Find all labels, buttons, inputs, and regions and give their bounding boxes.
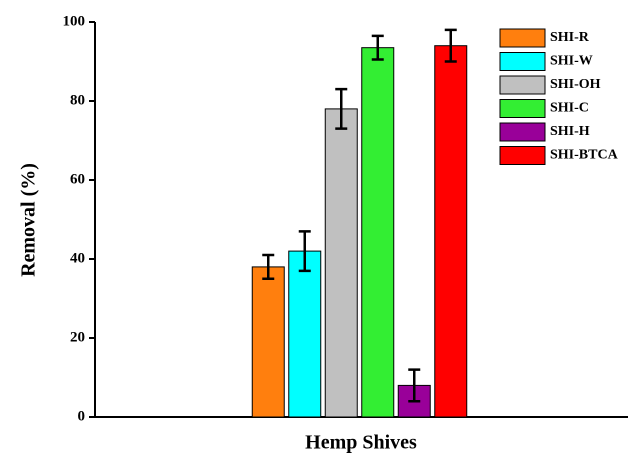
error-bar: [408, 368, 421, 403]
y-tick-label: 80: [70, 92, 85, 108]
bar: [324, 108, 358, 418]
legend-label: SHI-C: [550, 101, 589, 116]
legend-label: SHI-R: [550, 30, 590, 45]
legend-label: SHI-BTCA: [550, 148, 619, 163]
y-tick-label: 60: [70, 171, 85, 187]
error-bar: [262, 253, 275, 280]
legend-swatch: [499, 28, 546, 48]
x-axis-label: Hemp Shives: [305, 432, 417, 454]
error-bar: [371, 34, 384, 61]
legend-swatch: [499, 122, 546, 142]
y-tick-label: 0: [78, 408, 86, 424]
bar: [434, 45, 468, 418]
legend-label: SHI-H: [550, 124, 590, 139]
legend-swatch: [499, 75, 546, 95]
legend-swatch: [499, 52, 546, 71]
legend-swatch: [499, 146, 546, 165]
y-tick-label: 100: [63, 13, 86, 29]
error-bar: [444, 28, 457, 63]
legend-label: SHI-OH: [550, 77, 601, 92]
error-bar: [298, 230, 311, 273]
y-axis-label: Removal (%): [18, 163, 40, 277]
y-tick-label: 20: [70, 329, 85, 345]
bar: [288, 250, 322, 418]
legend-label: SHI-W: [550, 54, 593, 69]
y-tick-label: 40: [70, 250, 85, 266]
bar: [361, 47, 395, 418]
bar: [251, 266, 285, 418]
legend-swatch: [499, 99, 546, 118]
error-bar: [335, 87, 348, 130]
